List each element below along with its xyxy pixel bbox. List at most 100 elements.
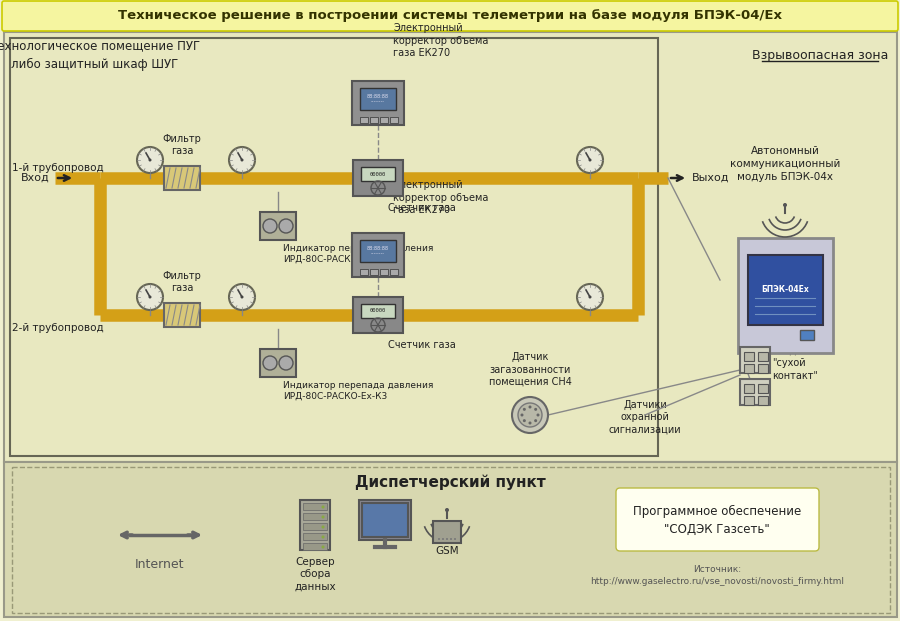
Bar xyxy=(12,467,890,613)
FancyBboxPatch shape xyxy=(616,488,819,551)
Circle shape xyxy=(589,158,591,161)
Circle shape xyxy=(148,296,151,299)
Bar xyxy=(740,347,770,373)
Text: Фильтр
газа: Фильтр газа xyxy=(163,271,202,293)
Circle shape xyxy=(229,284,255,310)
Text: 00000: 00000 xyxy=(370,171,386,176)
Circle shape xyxy=(536,414,539,417)
Bar xyxy=(303,543,327,550)
Circle shape xyxy=(321,515,325,519)
Circle shape xyxy=(321,535,325,538)
Circle shape xyxy=(137,284,163,310)
Text: БПЭК-04Ех: БПЭК-04Ех xyxy=(761,286,809,294)
Text: Датчик
загазованности
помещения СН4: Датчик загазованности помещения СН4 xyxy=(489,352,572,387)
Circle shape xyxy=(528,406,532,409)
Bar xyxy=(360,88,396,110)
Text: 2-й трубопровод: 2-й трубопровод xyxy=(12,323,104,333)
Circle shape xyxy=(523,419,526,422)
Circle shape xyxy=(263,356,277,370)
Bar xyxy=(360,117,368,123)
Bar xyxy=(260,212,296,240)
Circle shape xyxy=(528,422,532,425)
Bar xyxy=(744,384,754,393)
Bar xyxy=(362,503,408,537)
Text: Источник:
http://www.gaselectro.ru/vse_novosti/novosti_firmy.html: Источник: http://www.gaselectro.ru/vse_n… xyxy=(590,565,844,586)
Text: 1-й трубопровод: 1-й трубопровод xyxy=(12,163,104,173)
Bar xyxy=(10,38,658,456)
Text: Дискретные
входы типа
"сухой
контакт": Дискретные входы типа "сухой контакт" xyxy=(772,333,835,381)
Circle shape xyxy=(450,538,452,540)
Circle shape xyxy=(438,538,440,540)
Circle shape xyxy=(321,545,325,548)
Text: Автономный
коммуникационный
модуль БПЭК-04х: Автономный коммуникационный модуль БПЭК-… xyxy=(730,145,841,182)
Bar xyxy=(303,533,327,540)
Bar xyxy=(4,32,897,462)
Text: 88:88:88
--------: 88:88:88 -------- xyxy=(367,245,389,256)
Text: 00000: 00000 xyxy=(370,309,386,314)
Text: Взрывоопасная зона: Взрывоопасная зона xyxy=(752,48,888,61)
Circle shape xyxy=(148,158,151,161)
Bar xyxy=(744,352,754,361)
Text: Программное обеспечение
"СОДЭК Газсеть": Программное обеспечение "СОДЭК Газсеть" xyxy=(633,504,801,535)
Text: Счетчик газа: Счетчик газа xyxy=(388,340,455,350)
Circle shape xyxy=(512,397,548,433)
Circle shape xyxy=(535,419,537,422)
Bar xyxy=(758,396,768,405)
Bar xyxy=(303,523,327,530)
Circle shape xyxy=(783,203,787,207)
Text: GSM: GSM xyxy=(436,546,459,556)
Text: Фильтр
газа: Фильтр газа xyxy=(163,134,202,156)
Bar xyxy=(303,513,327,520)
Circle shape xyxy=(442,538,444,540)
Bar xyxy=(390,269,398,275)
Bar xyxy=(303,503,327,510)
Bar xyxy=(800,330,814,340)
Text: Индикатор перепада давления
ИРД-80С-РАСКО-Ех-К3: Индикатор перепада давления ИРД-80С-РАСК… xyxy=(283,244,434,264)
Text: Диспетчерский пункт: Диспетчерский пункт xyxy=(355,474,545,490)
Text: Электронный
корректор объема
газа ЕК270: Электронный корректор объема газа ЕК270 xyxy=(393,23,489,58)
Circle shape xyxy=(535,408,537,411)
Bar xyxy=(380,117,388,123)
Text: Технологическое помещение ПУГ
либо защитный шкаф ШУГ: Технологическое помещение ПУГ либо защит… xyxy=(0,39,200,71)
Text: Счетчик газа: Счетчик газа xyxy=(388,203,455,213)
Bar xyxy=(758,364,768,373)
Circle shape xyxy=(589,296,591,299)
Bar xyxy=(164,166,200,190)
Text: Вход: Вход xyxy=(22,173,50,183)
Circle shape xyxy=(445,508,449,512)
Circle shape xyxy=(523,408,526,411)
Bar xyxy=(260,349,296,377)
Circle shape xyxy=(240,158,244,161)
Text: Internet: Internet xyxy=(135,558,184,571)
Bar xyxy=(744,396,754,405)
Circle shape xyxy=(137,147,163,173)
Bar xyxy=(370,269,378,275)
Bar xyxy=(433,521,461,543)
Bar xyxy=(164,303,200,327)
Circle shape xyxy=(229,147,255,173)
Circle shape xyxy=(279,219,293,233)
Text: Электронный
корректор объема
газа ЕК270: Электронный корректор объема газа ЕК270 xyxy=(393,180,489,215)
Text: Выход: Выход xyxy=(692,173,730,183)
Bar xyxy=(352,233,404,277)
Text: Сервер
сбора
данных: Сервер сбора данных xyxy=(294,557,336,592)
Bar xyxy=(758,352,768,361)
Circle shape xyxy=(446,538,448,540)
Circle shape xyxy=(577,147,603,173)
Bar xyxy=(353,160,403,196)
Bar xyxy=(740,379,770,405)
Bar xyxy=(390,117,398,123)
Bar xyxy=(748,255,823,325)
Bar xyxy=(370,117,378,123)
Bar xyxy=(360,240,396,262)
Text: Техническое решение в построении системы телеметрии на базе модуля БПЭК-04/Ex: Техническое решение в построении системы… xyxy=(118,9,782,22)
Bar xyxy=(380,269,388,275)
Bar xyxy=(758,384,768,393)
Bar xyxy=(738,238,833,353)
Circle shape xyxy=(240,296,244,299)
Bar xyxy=(352,81,404,125)
Circle shape xyxy=(321,525,325,528)
Circle shape xyxy=(321,505,325,509)
Circle shape xyxy=(577,284,603,310)
Bar xyxy=(4,462,897,617)
